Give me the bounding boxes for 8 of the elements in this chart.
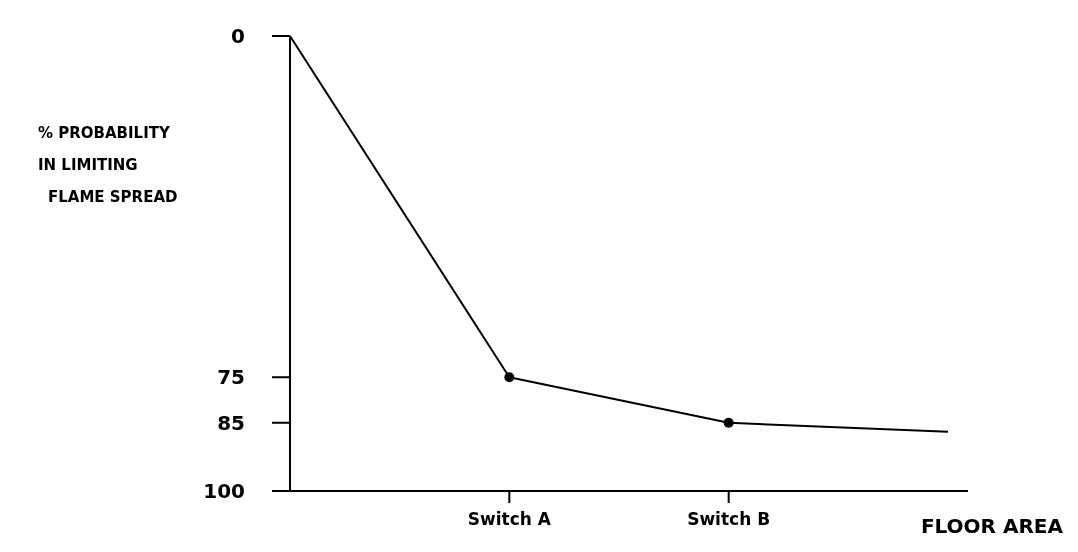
y-tick-label: 0 xyxy=(231,24,245,48)
y-tick-label: 85 xyxy=(217,410,245,435)
y-tick-label: 100 xyxy=(203,479,245,503)
y-tick-label: 75 xyxy=(217,365,245,390)
x-axis-title: FLOOR AREA xyxy=(920,514,1064,538)
x-tick-label: Switch B xyxy=(687,509,771,529)
x-tick-label: Switch A xyxy=(467,509,552,529)
y-axis-title: % PROBABILITY IN LIMITING FLAME SPREAD xyxy=(38,124,178,206)
